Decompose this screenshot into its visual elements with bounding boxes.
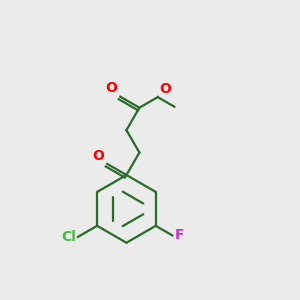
Text: O: O [160, 82, 171, 96]
Text: F: F [175, 228, 184, 242]
Text: Cl: Cl [61, 230, 76, 244]
Text: O: O [105, 81, 117, 95]
Text: O: O [92, 148, 104, 163]
